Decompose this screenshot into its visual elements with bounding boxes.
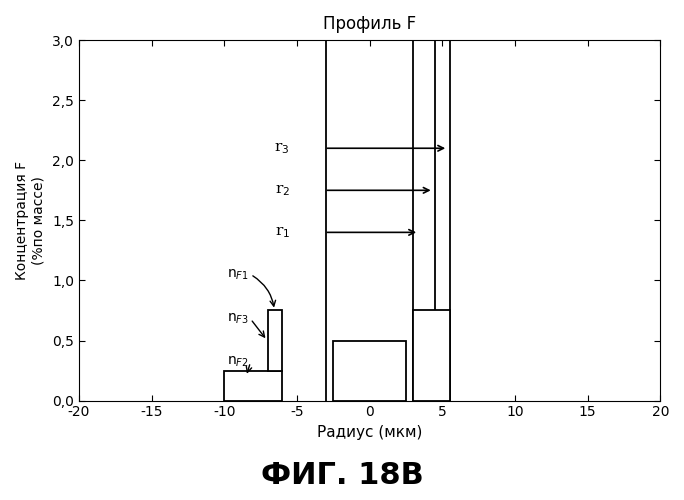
Bar [268, 310, 282, 370]
X-axis label: Радиус (мкм): Радиус (мкм) [317, 425, 422, 440]
Bar [224, 370, 282, 400]
Text: r$_1$: r$_1$ [274, 225, 290, 240]
Bar [333, 340, 406, 400]
Bar [413, 310, 449, 400]
Text: r$_3$: r$_3$ [274, 141, 290, 156]
Text: n$_{F2}$: n$_{F2}$ [227, 355, 249, 370]
Text: r$_2$: r$_2$ [274, 183, 290, 198]
Text: n$_{F1}$: n$_{F1}$ [227, 267, 249, 281]
Y-axis label: Концентрация F
(%по массе): Концентрация F (%по массе) [15, 161, 45, 280]
Title: Профиль F: Профиль F [323, 15, 416, 33]
Text: n$_{F3}$: n$_{F3}$ [227, 312, 249, 326]
Text: ФИГ. 18В: ФИГ. 18В [261, 461, 423, 490]
